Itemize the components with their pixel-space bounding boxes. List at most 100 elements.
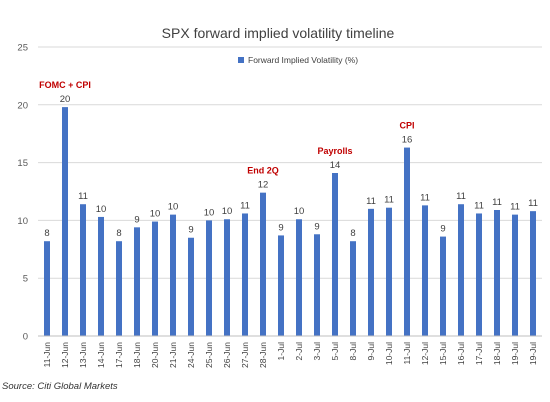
bar [188, 237, 194, 336]
x-axis: 11-Jun 12-Jun 13-Jun 14-Jun 17-Jun 18-Jun 20-J… [38, 335, 542, 368]
bar [224, 219, 230, 336]
x-tick-label: 18-Jun [132, 342, 142, 368]
x-tick-label: 11-Jul [402, 342, 412, 365]
data-label: 14 [330, 160, 341, 171]
bar [386, 207, 392, 336]
data-label: 12 [258, 180, 269, 191]
x-tick-label: 24-Jun [186, 342, 196, 368]
y-tick-label: 15 [17, 158, 28, 169]
x-tick-label: 19-Jul [528, 342, 538, 365]
data-label: 8 [116, 228, 121, 239]
annotation-label: FOMC + CPI [39, 80, 91, 90]
data-label: 9 [188, 225, 193, 236]
y-tick-label: 25 [17, 43, 28, 54]
data-label: 9 [440, 224, 445, 235]
data-label: 10 [294, 206, 305, 217]
x-tick-label: 27-Jun [240, 342, 250, 368]
bar [206, 220, 212, 336]
data-label: 11 [456, 191, 466, 202]
x-tick-label: 26-Jun [222, 342, 232, 368]
bar [440, 236, 446, 336]
data-label: 10 [204, 207, 215, 218]
data-label: 11 [240, 200, 250, 211]
annotations: FOMC + CPI End 2Q Payrolls CPI [39, 80, 414, 176]
x-tick-label: 5-Jul [330, 342, 340, 361]
x-tick-label: 12-Jun [60, 342, 70, 368]
bar [458, 204, 464, 336]
bar [296, 219, 302, 336]
data-label: 8 [44, 228, 49, 239]
data-label: 11 [78, 191, 88, 202]
x-tick-label: 8-Jul [348, 342, 358, 361]
data-label: 10 [150, 209, 161, 220]
chart: SPX forward implied volatility timeline … [17, 25, 542, 368]
bar [80, 204, 86, 336]
x-tick-label: 28-Jun [258, 342, 268, 368]
bar [98, 216, 104, 336]
bar [422, 205, 428, 336]
data-label: 11 [384, 195, 394, 206]
bar [62, 107, 68, 336]
y-tick-label: 0 [23, 332, 28, 343]
x-tick-label: 17-Jun [114, 342, 124, 368]
data-label: 16 [402, 135, 413, 146]
bar [134, 227, 140, 336]
annotation-label: CPI [399, 121, 414, 131]
bar [476, 213, 482, 336]
x-tick-label: 13-Jun [78, 342, 88, 368]
x-tick-label: 16-Jul [456, 342, 466, 365]
data-label: 11 [474, 200, 484, 211]
data-label: 10 [168, 202, 179, 213]
bar [44, 241, 50, 336]
x-tick-label: 11-Jun [42, 342, 52, 368]
legend: Forward Implied Volatility (%) [238, 55, 358, 65]
x-tick-label: 21-Jun [168, 342, 178, 368]
bar [332, 173, 338, 336]
x-tick-label: 9-Jul [366, 342, 376, 361]
data-label: 9 [278, 222, 283, 233]
bar [170, 214, 176, 336]
data-label: 8 [350, 228, 355, 239]
annotation-label: Payrolls [317, 146, 352, 156]
x-tick-label: 19-Jul [510, 342, 520, 365]
source-note: Source: Citi Global Markets [2, 381, 118, 392]
y-tick-label: 20 [17, 100, 28, 111]
y-axis: 0 5 10 15 20 25 [17, 43, 28, 343]
bar [368, 208, 374, 336]
bar [314, 234, 320, 336]
chart-title: SPX forward implied volatility timeline [162, 25, 395, 41]
x-tick-label: 15-Jul [438, 342, 448, 365]
y-tick-label: 5 [23, 274, 28, 285]
data-labels: 8 20 11 10 8 9 10 10 9 10 10 11 12 9 10 9 14 8 11 11 16 11 9 11… [44, 94, 538, 239]
x-tick-label: 14-Jun [96, 342, 106, 368]
legend-label: Forward Implied Volatility (%) [248, 55, 358, 65]
x-tick-label: 25-Jun [204, 342, 214, 368]
bar [152, 221, 158, 336]
y-tick-label: 10 [17, 216, 28, 227]
x-tick-label: 10-Jul [384, 342, 394, 365]
bar [512, 214, 518, 336]
legend-swatch [238, 57, 244, 63]
x-tick-label: 2-Jul [294, 342, 304, 361]
bar [404, 147, 410, 336]
data-label: 11 [366, 196, 376, 207]
data-label: 11 [528, 198, 538, 209]
x-tick-label: 3-Jul [312, 342, 322, 361]
bar [116, 241, 122, 336]
data-label: 20 [60, 94, 71, 105]
data-label: 10 [96, 204, 107, 215]
x-tick-label: 18-Jul [492, 342, 502, 365]
gridlines [38, 46, 542, 337]
bar [494, 209, 500, 336]
bar [260, 192, 266, 336]
x-tick-label: 12-Jul [420, 342, 430, 365]
bars [44, 107, 536, 336]
bar [278, 235, 284, 336]
data-label: 11 [492, 197, 502, 208]
data-label: 11 [420, 192, 430, 203]
data-label: 9 [134, 214, 139, 225]
bar [350, 241, 356, 336]
x-tick-label: 17-Jul [474, 342, 484, 365]
x-tick-label: 20-Jun [150, 342, 160, 368]
bar [242, 213, 248, 336]
